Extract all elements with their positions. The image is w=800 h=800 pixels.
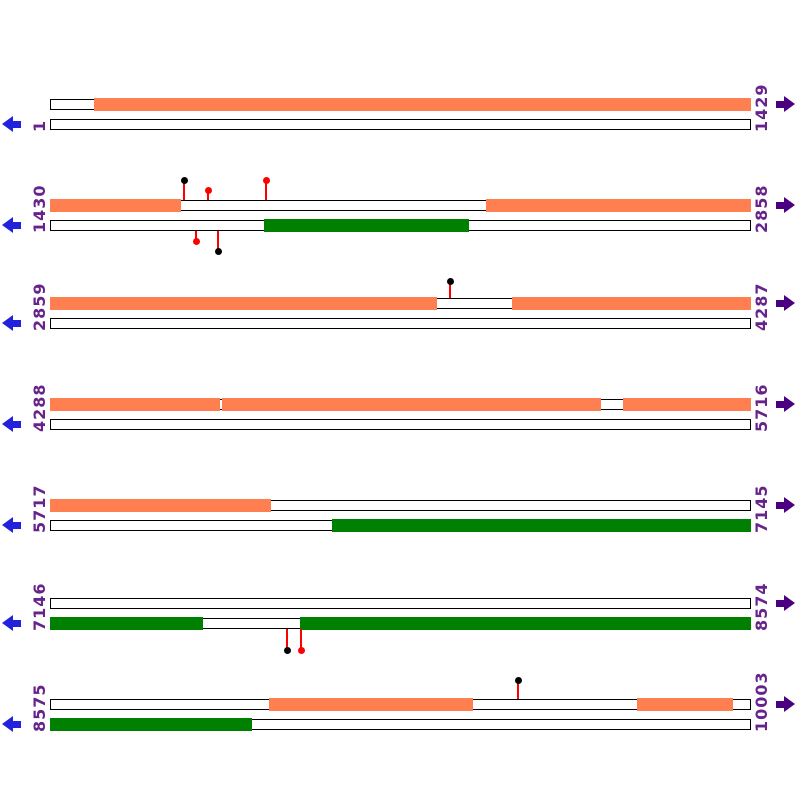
marker-stem <box>265 180 267 200</box>
alignment-segment-green[interactable] <box>50 617 203 630</box>
right-arrow-icon <box>784 96 795 112</box>
marker-stem <box>286 629 288 650</box>
right-arrow-tail <box>776 299 784 307</box>
alignment-segment-orange[interactable] <box>269 698 473 711</box>
right-arrow-icon <box>784 696 795 712</box>
row-end-coordinate: 5716 <box>752 383 771 432</box>
marker-dot-red[interactable] <box>263 177 270 184</box>
left-arrow-icon <box>2 315 13 331</box>
row-end-coordinate: 1429 <box>752 83 771 132</box>
right-arrow-icon <box>784 197 795 213</box>
alignment-segment-orange[interactable] <box>222 398 601 411</box>
scroll-left-arrow[interactable] <box>2 517 21 533</box>
marker-dot-black[interactable] <box>515 677 522 684</box>
right-arrow-tail <box>776 501 784 509</box>
left-arrow-tail <box>13 420 21 428</box>
alignment-segment-green[interactable] <box>50 718 252 731</box>
scroll-left-arrow[interactable] <box>2 615 21 631</box>
marker-dot-red[interactable] <box>298 647 305 654</box>
left-arrow-tail <box>13 521 21 529</box>
marker-stem <box>195 231 197 241</box>
scroll-right-arrow[interactable] <box>776 595 795 611</box>
right-arrow-icon <box>784 396 795 412</box>
right-arrow-icon <box>784 295 795 311</box>
scroll-right-arrow[interactable] <box>776 396 795 412</box>
row-start-coordinate: 4288 <box>30 383 49 432</box>
right-arrow-tail <box>776 201 784 209</box>
row-end-coordinate: 2858 <box>752 184 771 233</box>
marker-stem <box>517 680 519 699</box>
left-arrow-icon <box>2 517 13 533</box>
left-arrow-icon <box>2 416 13 432</box>
marker-stem <box>207 190 209 200</box>
scroll-right-arrow[interactable] <box>776 497 795 513</box>
right-arrow-tail <box>776 100 784 108</box>
alignment-segment-orange[interactable] <box>50 499 271 512</box>
scroll-right-arrow[interactable] <box>776 96 795 112</box>
marker-dot-black[interactable] <box>284 647 291 654</box>
row-start-coordinate: 5717 <box>30 484 49 533</box>
left-arrow-tail <box>13 120 21 128</box>
top-strand-track <box>50 598 751 609</box>
alignment-segment-orange[interactable] <box>623 398 751 411</box>
marker-stem <box>183 180 185 200</box>
marker-dot-red[interactable] <box>193 238 200 245</box>
alignment-segment-orange[interactable] <box>50 297 437 310</box>
marker-dot-black[interactable] <box>215 248 222 255</box>
scroll-left-arrow[interactable] <box>2 716 21 732</box>
left-arrow-tail <box>13 221 21 229</box>
row-end-coordinate: 10003 <box>752 671 771 732</box>
left-arrow-tail <box>13 619 21 627</box>
right-arrow-tail <box>776 400 784 408</box>
scroll-left-arrow[interactable] <box>2 217 21 233</box>
right-arrow-icon <box>784 497 795 513</box>
row-end-coordinate: 7145 <box>752 484 771 533</box>
right-arrow-tail <box>776 700 784 708</box>
left-arrow-tail <box>13 720 21 728</box>
marker-dot-black[interactable] <box>447 278 454 285</box>
left-arrow-icon <box>2 217 13 233</box>
scroll-right-arrow[interactable] <box>776 696 795 712</box>
scroll-right-arrow[interactable] <box>776 197 795 213</box>
row-start-coordinate: 7146 <box>30 582 49 631</box>
alignment-segment-green[interactable] <box>300 617 751 630</box>
marker-stem <box>300 629 302 650</box>
marker-dot-black[interactable] <box>181 177 188 184</box>
alignment-segment-orange[interactable] <box>94 98 751 111</box>
bottom-strand-track <box>50 318 751 329</box>
row-end-coordinate: 4287 <box>752 282 771 331</box>
row-start-coordinate: 1430 <box>30 184 49 233</box>
marker-stem <box>217 231 219 251</box>
marker-stem <box>449 281 451 298</box>
row-end-coordinate: 8574 <box>752 582 771 631</box>
left-arrow-icon <box>2 716 13 732</box>
alignment-segment-green[interactable] <box>332 519 751 532</box>
scroll-right-arrow[interactable] <box>776 295 795 311</box>
alignment-segment-orange[interactable] <box>637 698 733 711</box>
row-start-coordinate: 2859 <box>30 282 49 331</box>
alignment-segment-orange[interactable] <box>486 199 751 212</box>
right-arrow-icon <box>784 595 795 611</box>
bottom-strand-track <box>50 119 751 130</box>
scroll-left-arrow[interactable] <box>2 315 21 331</box>
left-arrow-icon <box>2 116 13 132</box>
left-arrow-tail <box>13 319 21 327</box>
scroll-left-arrow[interactable] <box>2 416 21 432</box>
alignment-segment-green[interactable] <box>264 219 469 232</box>
scroll-left-arrow[interactable] <box>2 116 21 132</box>
left-arrow-icon <box>2 615 13 631</box>
alignment-segment-orange[interactable] <box>512 297 751 310</box>
alignment-segment-orange[interactable] <box>50 199 181 212</box>
bottom-strand-track <box>50 419 751 430</box>
row-start-coordinate: 8575 <box>30 683 49 732</box>
right-arrow-tail <box>776 599 784 607</box>
row-start-coordinate: 1 <box>30 119 49 132</box>
marker-dot-red[interactable] <box>205 187 212 194</box>
alignment-segment-orange[interactable] <box>50 398 220 411</box>
